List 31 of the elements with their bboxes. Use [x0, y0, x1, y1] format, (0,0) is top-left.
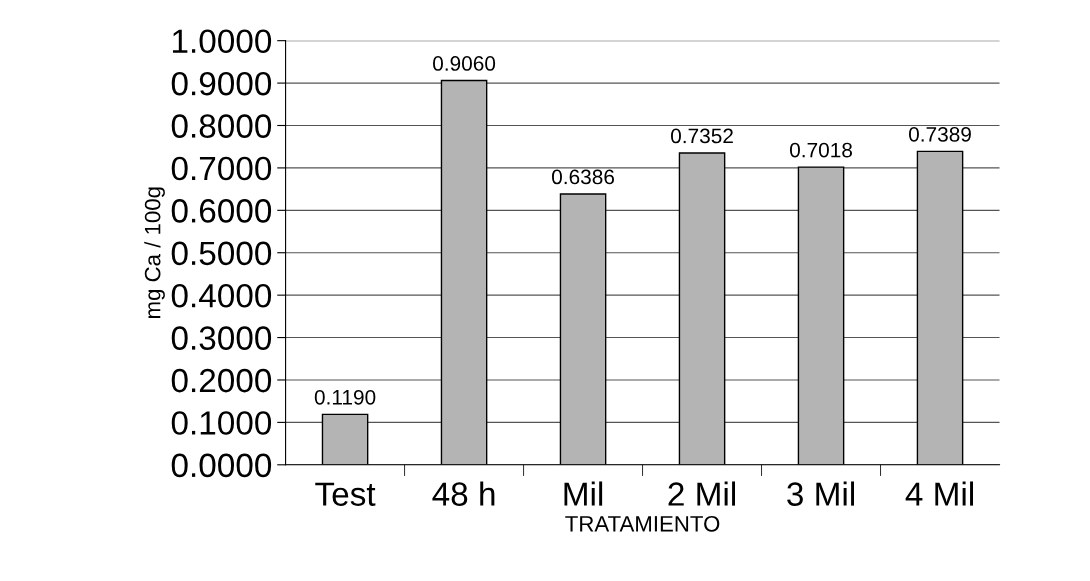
y-tick-label: 0.9000	[171, 71, 272, 96]
bar	[916, 150, 964, 465]
y-tick-label: 1.0000	[172, 29, 272, 54]
y-tick-label: 0.4000	[171, 283, 272, 308]
y-tick-label: 0.8000	[171, 114, 272, 138]
y-tick-label: 0.7000	[171, 156, 272, 181]
y-tick-label: 0.2000	[171, 368, 272, 393]
x-tick-label: 48 h	[432, 481, 495, 506]
y-tick-label: 0.6000	[171, 199, 272, 223]
y-axis-title: mg Ca / 100g	[144, 187, 165, 318]
data-label: 0.1190	[314, 389, 376, 405]
data-label: 0.9060	[433, 56, 496, 71]
data-label: 0.7018	[790, 142, 852, 158]
y-tick-label: 0.3000	[171, 326, 272, 350]
y-tick-label: 0.1000	[171, 411, 272, 435]
y-tick-label: 0.5000	[171, 241, 272, 266]
bar	[559, 193, 607, 465]
x-axis-title: TRATAMIENTO	[565, 515, 720, 532]
data-label: 0.7389	[908, 126, 971, 142]
x-tick-label: 3 Mil	[787, 481, 854, 506]
data-label: 0.6386	[552, 169, 615, 185]
x-tick-label: 4 Mil	[905, 481, 973, 506]
bar	[440, 79, 488, 465]
x-tick-label: Mil	[564, 481, 603, 506]
data-label: 0.7352	[671, 128, 733, 144]
y-tick-label: 0.0000	[171, 453, 272, 478]
bar	[797, 166, 845, 465]
bar	[321, 413, 369, 465]
x-tick-label: 2 Mil	[668, 481, 736, 506]
bar	[678, 152, 726, 465]
x-tick-label: Test	[315, 482, 376, 506]
